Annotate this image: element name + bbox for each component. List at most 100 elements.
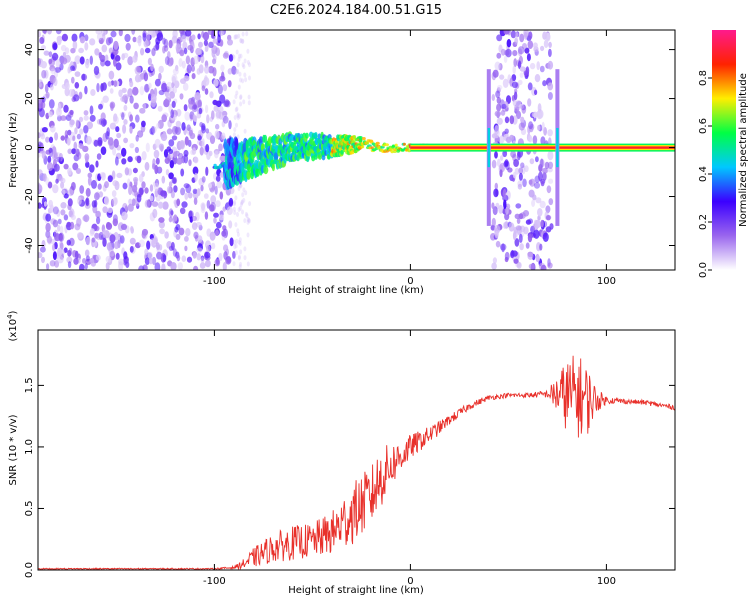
- noise-blob: [154, 78, 161, 87]
- noise-blob: [133, 176, 139, 183]
- noise-blob: [162, 201, 169, 210]
- noise-blob: [60, 209, 66, 216]
- noise-blob: [527, 40, 534, 49]
- noise-blob: [173, 151, 178, 159]
- noise-blob: [123, 119, 128, 125]
- noise-blob: [79, 36, 86, 44]
- noise-blob: [113, 80, 118, 87]
- noise-blob: [197, 135, 202, 141]
- noise-blob: [199, 262, 206, 269]
- noise-blob: [186, 124, 191, 131]
- noise-blob: [140, 47, 145, 56]
- noise-blob: [214, 150, 219, 159]
- noise-blob: [166, 128, 173, 135]
- line-blob: [394, 143, 398, 147]
- noise-blob: [204, 45, 209, 53]
- noise-blob: [127, 156, 133, 163]
- noise-blob: [499, 74, 505, 80]
- noise-blob: [527, 98, 532, 107]
- noise-blob: [198, 41, 203, 48]
- noise-blob: [515, 32, 519, 38]
- noise-blob: [137, 130, 144, 138]
- noise-blob: [531, 199, 536, 207]
- noise-blob: [185, 55, 191, 65]
- noise-blob: [247, 100, 251, 106]
- noise-blob: [215, 200, 221, 208]
- noise-blob: [72, 162, 79, 171]
- noise-blob: [227, 68, 233, 75]
- noise-blob: [154, 262, 161, 270]
- noise-blob: [94, 48, 100, 56]
- noise-blob: [67, 148, 73, 155]
- noise-blob: [38, 252, 43, 259]
- noise-blob: [205, 144, 210, 153]
- noise-blob: [244, 190, 248, 196]
- noise-blob: [70, 48, 76, 54]
- noise-blob: [84, 262, 88, 270]
- noise-blob: [234, 195, 238, 201]
- noise-blob: [101, 44, 108, 53]
- noise-blob: [150, 126, 155, 136]
- noise-blob: [171, 125, 178, 135]
- noise-blob: [45, 177, 49, 185]
- noise-blob: [44, 83, 49, 93]
- noise-blob: [57, 247, 63, 257]
- noise-blob: [108, 250, 115, 257]
- noise-blob: [130, 226, 134, 232]
- noise-blob: [245, 31, 249, 37]
- noise-blob: [97, 183, 102, 190]
- noise-blob: [68, 88, 75, 97]
- noise-blob: [184, 111, 190, 121]
- noise-blob: [246, 48, 250, 54]
- noise-blob: [515, 203, 522, 209]
- noise-blob: [540, 158, 544, 168]
- noise-blob: [491, 262, 497, 270]
- noise-blob: [89, 164, 95, 173]
- noise-blob: [208, 41, 214, 48]
- noise-blob: [495, 90, 501, 99]
- noise-blob: [93, 139, 99, 147]
- noise-blob: [73, 257, 79, 265]
- noise-blob: [107, 81, 112, 87]
- noise-blob: [169, 91, 176, 99]
- noise-blob: [239, 183, 243, 189]
- noise-blob: [212, 99, 218, 106]
- noise-blob: [511, 250, 518, 257]
- noise-blob: [181, 122, 186, 131]
- noise-blob: [219, 155, 226, 161]
- noise-blob: [108, 47, 114, 54]
- noise-blob: [164, 231, 169, 239]
- line-blob: [246, 170, 251, 180]
- noise-blob: [237, 33, 241, 39]
- noise-blob: [234, 222, 238, 228]
- noise-blob: [527, 252, 534, 260]
- noise-blob: [496, 52, 502, 59]
- noise-blob: [538, 171, 543, 182]
- noise-blob: [150, 237, 157, 247]
- noise-blob: [131, 198, 136, 206]
- noise-blob: [191, 73, 196, 80]
- noise-blob: [205, 166, 209, 176]
- noise-blob: [241, 39, 245, 44]
- noise-blob: [59, 175, 64, 182]
- noise-blob: [132, 86, 139, 96]
- line-blob: [271, 163, 275, 172]
- noise-blob: [83, 115, 89, 121]
- noise-blob: [514, 238, 520, 247]
- noise-blob: [100, 146, 107, 155]
- spectrogram-frame: [37, 29, 676, 271]
- noise-blob: [144, 257, 150, 266]
- noise-blob: [65, 47, 70, 55]
- noise-blob: [214, 185, 218, 195]
- noise-blob: [123, 251, 128, 260]
- noise-blob: [53, 77, 58, 87]
- snr-frame: [37, 329, 676, 571]
- noise-blob: [192, 114, 197, 122]
- noise-blob: [135, 114, 140, 123]
- noise-blob: [154, 30, 159, 35]
- noise-blob: [510, 30, 517, 39]
- noise-blob: [534, 74, 541, 83]
- noise-blob: [161, 263, 166, 270]
- noise-blob: [525, 242, 530, 249]
- noise-blob: [518, 122, 525, 131]
